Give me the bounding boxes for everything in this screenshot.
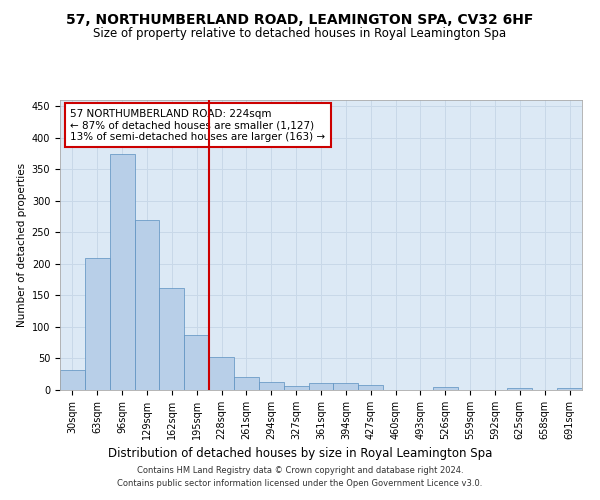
Bar <box>60 370 85 390</box>
Text: Size of property relative to detached houses in Royal Leamington Spa: Size of property relative to detached ho… <box>94 28 506 40</box>
Bar <box>134 220 160 390</box>
Bar <box>433 387 458 390</box>
Text: 57 NORTHUMBERLAND ROAD: 224sqm
← 87% of detached houses are smaller (1,127)
13% : 57 NORTHUMBERLAND ROAD: 224sqm ← 87% of … <box>70 108 326 142</box>
Bar <box>334 383 358 390</box>
Bar <box>110 154 134 390</box>
Bar <box>259 382 284 390</box>
Bar <box>557 388 582 390</box>
Bar <box>508 388 532 390</box>
Bar <box>85 258 110 390</box>
Text: Distribution of detached houses by size in Royal Leamington Spa: Distribution of detached houses by size … <box>108 448 492 460</box>
Text: 57, NORTHUMBERLAND ROAD, LEAMINGTON SPA, CV32 6HF: 57, NORTHUMBERLAND ROAD, LEAMINGTON SPA,… <box>67 12 533 26</box>
Bar <box>284 386 308 390</box>
Text: Contains HM Land Registry data © Crown copyright and database right 2024.
Contai: Contains HM Land Registry data © Crown c… <box>118 466 482 487</box>
Bar <box>308 383 334 390</box>
Bar <box>160 288 184 390</box>
Bar <box>234 378 259 390</box>
Bar <box>358 385 383 390</box>
Bar <box>209 357 234 390</box>
Y-axis label: Number of detached properties: Number of detached properties <box>17 163 28 327</box>
Bar <box>184 334 209 390</box>
